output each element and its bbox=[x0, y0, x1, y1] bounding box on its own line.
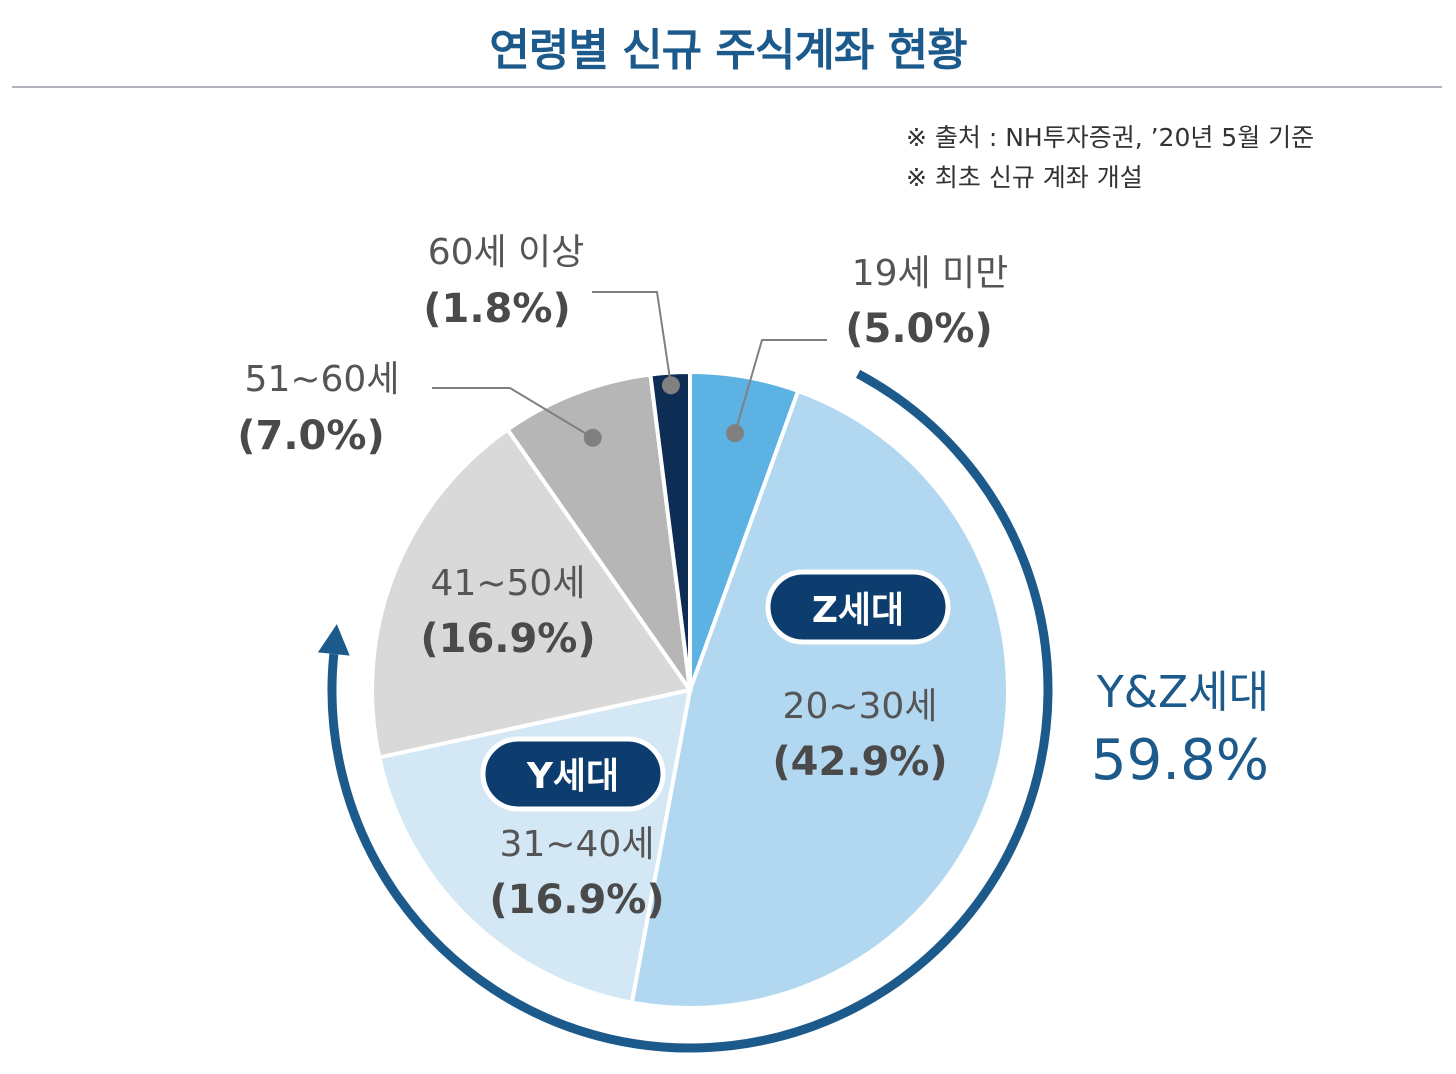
z-generation-pill bbox=[765, 569, 951, 645]
title-divider bbox=[12, 86, 1442, 88]
y-generation-label: Y세대 bbox=[526, 756, 619, 797]
leader-dot-60-plus bbox=[661, 376, 680, 395]
pie-slice-51-60 bbox=[504, 372, 692, 692]
leader-dot-51-60 bbox=[583, 428, 602, 447]
slice-label-51-60: 51~60세 bbox=[245, 359, 400, 400]
chart-title: 연령별 신규 주식계좌 현황 bbox=[489, 25, 967, 76]
y-generation-pill bbox=[480, 736, 666, 812]
slice-label-20-30: 20~30세 bbox=[783, 686, 938, 727]
leader-line-51-60 bbox=[432, 387, 594, 439]
pie-slice-60-plus bbox=[648, 369, 692, 691]
slice-value-under-19: (5.0%) bbox=[845, 306, 993, 352]
yz-generation-value: 59.8% bbox=[1091, 728, 1269, 793]
slice-label-60-plus: 60세 이상 bbox=[428, 232, 585, 273]
leader-dot-under-19 bbox=[726, 424, 745, 443]
slice-label-under-19: 19세 미만 bbox=[852, 253, 1009, 294]
source-notes: ※ 출처 : NH투자증권, ’20년 5월 기준 ※ 최초 신규 계좌 개설 bbox=[906, 118, 1314, 198]
slice-label-31-40: 31~40세 bbox=[500, 824, 655, 865]
yz-generation-label: Y&Z세대 bbox=[1096, 667, 1269, 718]
pie-slice-41-50 bbox=[370, 426, 694, 760]
source-note: ※ 출처 : NH투자증권, ’20년 5월 기준 bbox=[906, 123, 1315, 152]
z-generation-label: Z세대 bbox=[812, 590, 904, 631]
yz-arc-arrowhead bbox=[317, 624, 350, 656]
pie-slice-20-30 bbox=[629, 388, 1010, 1010]
slice-label-41-50: 41~50세 bbox=[431, 563, 586, 604]
slice-value-41-50: (16.9%) bbox=[420, 616, 595, 662]
leader-line-60-plus bbox=[592, 291, 672, 386]
slice-value-60-plus: (1.8%) bbox=[423, 286, 571, 332]
slice-value-31-40: (16.9%) bbox=[489, 877, 664, 923]
account-note: ※ 최초 신규 계좌 개설 bbox=[906, 163, 1143, 192]
slice-value-20-30: (42.9%) bbox=[772, 739, 947, 785]
yz-arc-line bbox=[327, 369, 1053, 1053]
slice-value-51-60: (7.0%) bbox=[237, 413, 385, 459]
leader-line-under-19 bbox=[734, 339, 827, 434]
yz-generation-arc bbox=[317, 369, 1053, 1053]
